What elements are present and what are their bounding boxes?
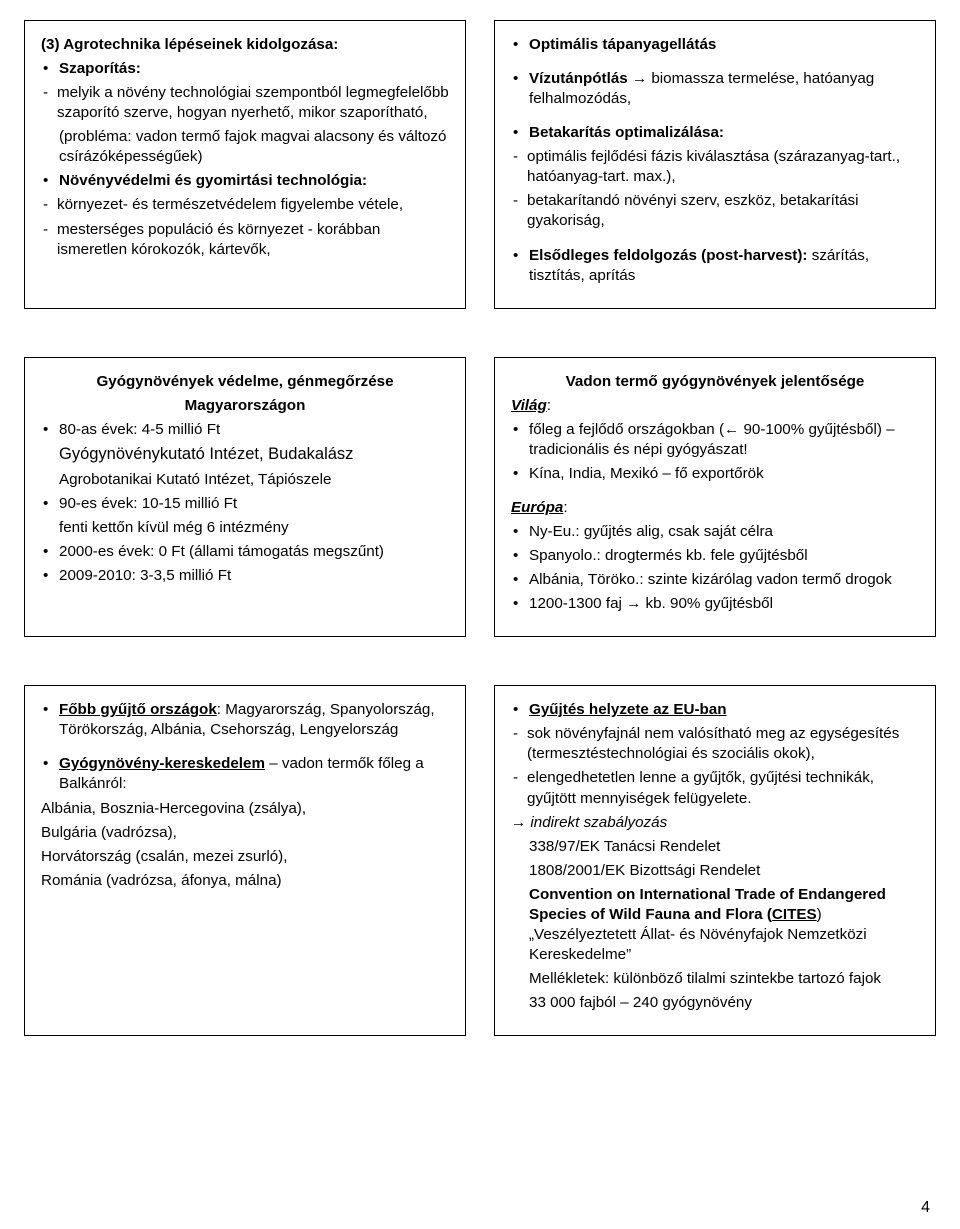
colon: : (547, 397, 551, 414)
section-label: Európa: (511, 498, 919, 518)
bullet-line: Optimális tápanyagellátás (511, 35, 919, 55)
subhead-bullet: Növényvédelmi és gyomirtási technológia: (41, 171, 449, 191)
slide-r3c2: Gyűjtés helyzete az EU-ban sok növényfaj… (494, 685, 936, 1036)
bold-text: Convention on International Trade of End… (529, 886, 886, 923)
subhead-bullet: Szaporítás: (41, 59, 449, 79)
body-line: sok növényfajnál nem valósítható meg az … (511, 724, 919, 764)
body-line: mesterséges populáció és környezet - kor… (41, 220, 449, 260)
slide-r1c2: Optimális tápanyagellátás Vízutánpótlás … (494, 20, 936, 309)
bullet-line: Betakarítás optimalizálása: (511, 123, 919, 143)
bullet-line: Albánia, Töröko.: szinte kizárólag vadon… (511, 570, 919, 590)
bullet-line: 1200-1300 faj → kb. 90% gyűjtésből (511, 594, 919, 614)
body-line: Mellékletek: különböző tilalmi szintekbe… (511, 969, 919, 989)
body-line: 338/97/EK Tanácsi Rendelet (511, 837, 919, 857)
slide-r1c1: (3) Agrotechnika lépéseinek kidolgozása:… (24, 20, 466, 309)
bullet-line: Ny-Eu.: gyűjtés alig, csak saját célra (511, 522, 919, 542)
bullet-line: Vízutánpótlás → biomassza termelése, hat… (511, 69, 919, 109)
bullet-line: Gyógynövény-kereskedelem – vadon termők … (41, 754, 449, 794)
body-line: optimális fejlődési fázis kiválasztása (… (511, 147, 919, 187)
body-line: betakarítandó növényi szerv, eszköz, bet… (511, 191, 919, 231)
bullet-line: 90-es évek: 10-15 millió Ft (41, 494, 449, 514)
page: (3) Agrotechnika lépéseinek kidolgozása:… (0, 0, 960, 1229)
body-line: Bulgária (vadrózsa), (41, 823, 449, 843)
cites-text: CITES (772, 906, 817, 923)
body-line: Románia (vadrózsa, áfonya, málna) (41, 871, 449, 891)
bullet-line: 2000-es évek: 0 Ft (állami támogatás meg… (41, 542, 449, 562)
section-label: Világ: (511, 396, 919, 416)
spacer (511, 488, 919, 498)
bold-underline-text: Gyógynövény-kereskedelem (59, 755, 265, 772)
italic-line: → indirekt szabályozás (511, 813, 919, 833)
spacer (511, 236, 919, 246)
body-line: Convention on International Trade of End… (511, 885, 919, 965)
heading-line: (3) Agrotechnika lépéseinek kidolgozása: (41, 35, 449, 55)
page-number: 4 (921, 1199, 930, 1217)
bullet-line: főleg a fejlődő országokban (← 90-100% g… (511, 420, 919, 460)
body-line: Horvátország (csalán, mezei zsurló), (41, 847, 449, 867)
bullet-line: Kína, India, Mexikó – fő exportőrök (511, 464, 919, 484)
bullet-line: Főbb gyűjtő országok: Magyarország, Span… (41, 700, 449, 740)
bold-text: Elsődleges feldolgozás (post-harvest): (529, 247, 808, 264)
title-line: Gyógynövények védelme, génmegőrzése (41, 372, 449, 392)
spacer (41, 744, 449, 754)
subhead-text: Növényvédelmi és gyomirtási technológia: (59, 172, 367, 189)
bullet-line: Gyűjtés helyzete az EU-ban (511, 700, 919, 720)
title-line: Magyarországon (41, 396, 449, 416)
body-line: elengedhetetlen lenne a gyűjtők, gyűjtés… (511, 768, 919, 808)
bullet-line: Spanyolo.: drogtermés kb. fele gyűjtésbő… (511, 546, 919, 566)
body-line: Agrobotanikai Kutató Intézet, Tápiószele (41, 470, 449, 490)
bullet-line: 2009-2010: 3-3,5 millió Ft (41, 566, 449, 586)
title-line: Vadon termő gyógynövények jelentősége (511, 372, 919, 392)
slide-r3c1: Főbb gyűjtő országok: Magyarország, Span… (24, 685, 466, 1036)
subhead-text: Szaporítás: (59, 60, 141, 77)
body-line: 1808/2001/EK Bizottsági Rendelet (511, 861, 919, 881)
bold-text: Optimális tápanyagellátás (529, 36, 716, 53)
bold-underline-text: Gyűjtés helyzete az EU-ban (529, 701, 727, 718)
spacer (511, 113, 919, 123)
section-label-text: Európa (511, 499, 563, 516)
body-line: környezet- és természetvédelem figyelemb… (41, 195, 449, 215)
colon: : (563, 499, 567, 516)
bold-text: Betakarítás optimalizálása: (529, 124, 724, 141)
slide-grid: (3) Agrotechnika lépéseinek kidolgozása:… (24, 20, 936, 1036)
body-line: Gyógynövénykutató Intézet, Budakalász (41, 444, 449, 466)
slide-r2c2: Vadon termő gyógynövények jelentősége Vi… (494, 357, 936, 638)
body-line: melyik a növény technológiai szempontból… (41, 83, 449, 123)
body-line: fenti kettőn kívül még 6 intézmény (41, 518, 449, 538)
heading-text: (3) Agrotechnika lépéseinek kidolgozása: (41, 36, 338, 53)
bullet-line: 80-as évek: 4-5 millió Ft (41, 420, 449, 440)
bold-text: Vízutánpótlás (529, 70, 628, 87)
body-line: (probléma: vadon termő fajok magvai alac… (41, 127, 449, 167)
slide-r2c1: Gyógynövények védelme, génmegőrzése Magy… (24, 357, 466, 638)
section-label-text: Világ (511, 397, 547, 414)
body-line: Albánia, Bosznia-Hercegovina (zsálya), (41, 799, 449, 819)
spacer (511, 59, 919, 69)
body-line: 33 000 fajból – 240 gyógynövény (511, 993, 919, 1013)
bullet-line: Elsődleges feldolgozás (post-harvest): s… (511, 246, 919, 286)
bold-underline-text: Főbb gyűjtő országok (59, 701, 217, 718)
